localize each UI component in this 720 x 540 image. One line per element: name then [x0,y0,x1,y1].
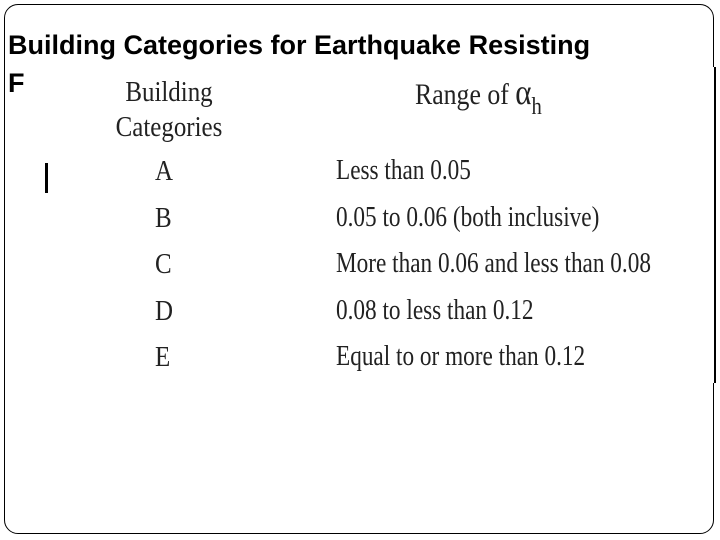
header-category-line-2: Categories [115,111,223,143]
range-cell: More than 0.06 and less than 0.08 [336,248,651,279]
slide-title-line-2: F [8,68,25,98]
table-body: A Less than 0.05 B 0.05 to 0.06 (both in… [65,155,716,383]
header-range-prefix: Range of [415,78,516,111]
header-range: Range of αh [415,72,542,124]
category-cell: E [155,341,171,373]
range-cell: Less than 0.05 [336,155,471,186]
table-row: C More than 0.06 and less than 0.08 [65,248,716,295]
table-row: A Less than 0.05 [65,155,716,202]
range-cell: 0.05 to 0.06 (both inclusive) [336,201,600,233]
table-row: D 0.08 to less than 0.12 [65,295,716,342]
category-cell: D [155,294,174,327]
table-image-edge [714,67,716,383]
header-category-line-1: Building [125,76,213,108]
header-range-alpha: α [515,72,532,112]
table-row: E Equal to or more than 0.12 [65,341,716,383]
header-building-categories: Building Categories [99,75,239,145]
header-range-subscript: h [531,94,542,120]
category-cell: C [155,248,172,280]
slide-title: Building Categories for Earthquake Resis… [8,26,708,102]
text-cursor [45,163,48,193]
table-row: B 0.05 to 0.06 (both inclusive) [65,202,716,249]
category-cell: A [155,155,174,187]
slide-title-line-1: Building Categories for Earthquake Resis… [8,30,591,60]
category-cell: B [155,201,172,234]
range-cell: Equal to or more than 0.12 [336,341,586,372]
range-cell: 0.08 to less than 0.12 [336,294,534,326]
building-categories-table: Building Categories Range of αh A Less t… [65,67,716,383]
